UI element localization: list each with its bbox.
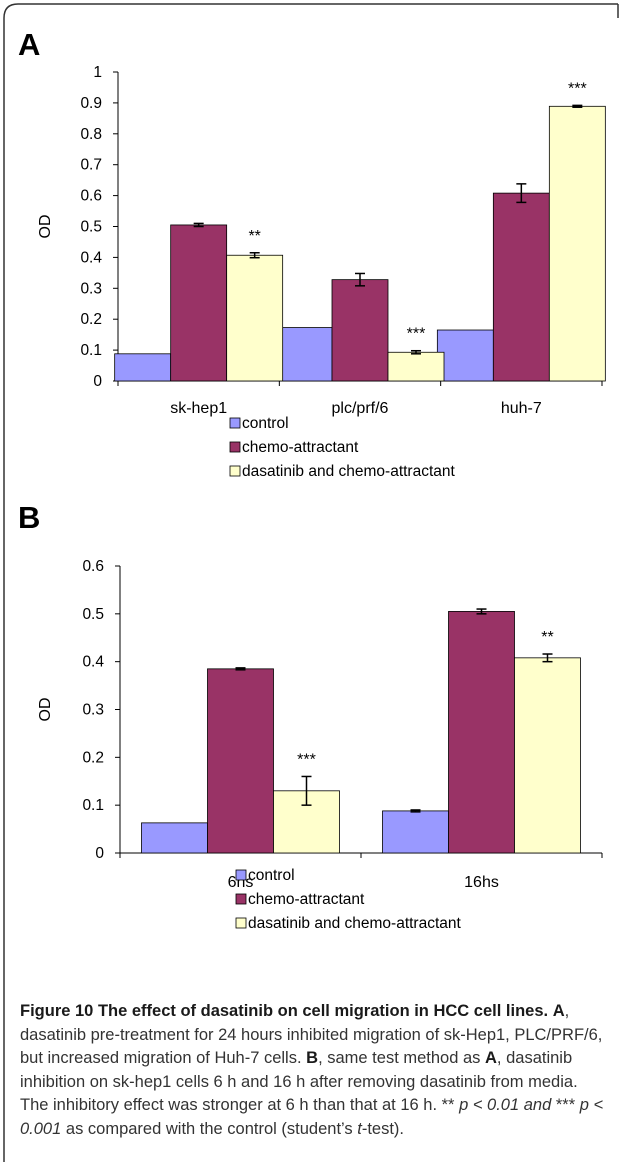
- legend-swatch: [229, 465, 241, 477]
- legend-swatch: [229, 441, 241, 453]
- y-tick-label: 0.8: [80, 126, 102, 143]
- significance-label: **: [248, 228, 260, 245]
- y-axis-label: OD: [37, 215, 54, 239]
- legend-label: dasatinib and chemo-attractant: [248, 915, 462, 932]
- caption-panel-b-text-1: , same test method as: [318, 1049, 481, 1067]
- y-tick-label: 1: [93, 64, 102, 81]
- caption-stat-2: p < 0.001: [20, 1096, 604, 1138]
- legend-swatch: [235, 869, 247, 881]
- caption-panel-b-text-3: as compared with the control (student’s: [65, 1119, 353, 1138]
- bar-dasatinib-and-chemo-attractant: [387, 351, 445, 382]
- legend-label: chemo-attractant: [248, 891, 365, 908]
- caption-stat-stars: ***: [555, 1096, 576, 1114]
- y-tick-label: 0.9: [80, 95, 102, 112]
- figure-border: [3, 3, 618, 1162]
- panel-letter: B: [18, 500, 40, 535]
- bar-control: [141, 822, 208, 854]
- caption-stat-1: p < 0.01 and: [459, 1096, 552, 1114]
- caption-title: Figure 10 The effect of dasatinib on cel…: [20, 1002, 549, 1020]
- y-tick-label: 0.6: [82, 558, 104, 575]
- legend-label: dasatinib and chemo-attractant: [242, 463, 456, 480]
- bar-dasatinib-and-chemo-attractant: [514, 657, 581, 854]
- y-tick-label: 0.5: [80, 219, 102, 236]
- y-tick-label: 0.1: [82, 797, 104, 814]
- x-tick-label: 16hs: [464, 874, 499, 891]
- legend-label: chemo-attractant: [242, 439, 359, 456]
- legend-label: control: [248, 867, 295, 884]
- bar-chemo-attractant: [448, 611, 515, 854]
- y-tick-label: 0.7: [80, 157, 102, 174]
- y-tick-label: 0.2: [82, 749, 104, 766]
- caption-panel-a-ref: A: [552, 1002, 565, 1020]
- chart-panel-a: A 0 0.1 0.2 0.3 0.4 0.5 0.6 0.7 0.8 0.9 1 OD sk-hep1 p…: [18, 27, 606, 480]
- bar-control: [114, 353, 172, 382]
- x-tick-label: huh-7: [501, 400, 542, 417]
- bar-control: [275, 327, 333, 382]
- y-tick-label: 0.4: [80, 249, 102, 266]
- y-axis-label: OD: [37, 698, 54, 722]
- legend-swatch: [235, 917, 247, 929]
- x-tick-label: plc/prf/6: [332, 400, 389, 417]
- y-tick-label: 0: [93, 373, 102, 390]
- caption-panel-b-text-4: -test).: [361, 1119, 405, 1138]
- y-tick-label: 0: [95, 845, 104, 862]
- bar-control: [382, 810, 449, 854]
- x-tick-label: sk-hep1: [170, 400, 227, 417]
- x-tick-label: 6hs: [228, 874, 254, 891]
- caption-panel-a-text: , dasatinib pre-treatment for 24 hours i…: [20, 1002, 603, 1067]
- legend-swatch: [235, 893, 247, 905]
- significance-label: ***: [407, 326, 426, 343]
- legend-label: control: [242, 415, 289, 432]
- bar-dasatinib-and-chemo-attractant: [226, 254, 284, 382]
- bar-chemo-attractant: [207, 668, 274, 854]
- y-tick-label: 0.2: [80, 311, 102, 328]
- significance-label: ***: [568, 80, 587, 97]
- caption-panel-b-text-2: , dasatinib inhibition on sk-hep1 cells …: [20, 1049, 578, 1114]
- panel-letter: A: [18, 27, 40, 62]
- y-tick-label: 0.5: [82, 606, 104, 623]
- bar-control: [436, 329, 494, 382]
- caption-panel-a-ref-2: A: [485, 1049, 497, 1067]
- bar-chemo-attractant: [170, 224, 228, 382]
- figure-caption: Figure 10 The effect of dasatinib on cel…: [20, 1000, 608, 1141]
- y-tick-label: 0.3: [80, 280, 102, 297]
- significance-label: **: [541, 629, 553, 646]
- bar-chemo-attractant: [492, 192, 550, 382]
- bar-dasatinib-and-chemo-attractant: [548, 105, 606, 382]
- legend-swatch: [229, 417, 241, 429]
- y-tick-label: 0.4: [82, 654, 104, 671]
- y-tick-label: 0.3: [82, 702, 104, 719]
- significance-label: ***: [297, 751, 316, 768]
- caption-panel-b-ref: B: [306, 1049, 319, 1067]
- y-tick-label: 0.1: [80, 342, 102, 359]
- caption-t-italic: t: [357, 1119, 362, 1138]
- y-tick-label: 0.6: [80, 188, 102, 205]
- bar-chemo-attractant: [331, 279, 389, 382]
